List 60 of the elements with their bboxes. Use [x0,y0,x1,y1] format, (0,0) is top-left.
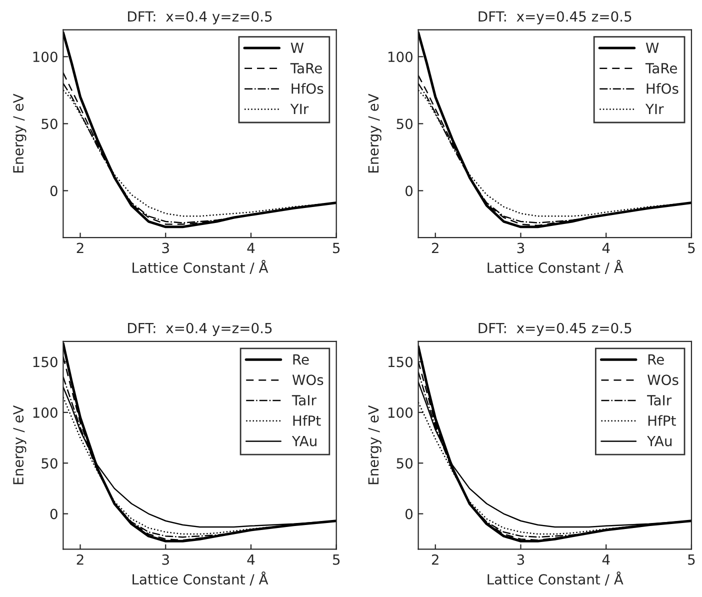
legend-label: YIr [290,104,309,114]
y-tick-label: 100 [388,407,413,418]
y-tick-label: 50 [396,118,413,130]
legend-label: HfPt [293,415,321,426]
y-tick-label: 50 [396,458,413,469]
y-axis-title: Energy / eV [368,94,382,172]
x-tick-label: 5 [333,242,340,254]
x-tick-label: 3 [517,554,524,565]
legend-label: WOs [292,374,324,386]
x-tick-label: 2 [76,554,84,565]
chart-title: DFT: x=y=0.45 z=0.5 [478,322,632,336]
y-axis-title: Energy / eV [368,405,382,484]
y-tick-label: 0 [50,186,58,196]
x-tick-label: 5 [688,554,695,565]
x-tick-label: 3 [162,554,169,565]
legend-label: YAu [292,436,316,446]
legend-label: TaRe [290,63,322,74]
x-tick-label: 2 [76,242,84,254]
y-tick-label: 150 [388,356,413,368]
y-tick-label: 50 [42,458,58,469]
x-axis-title: Lattice Constant / Å [488,260,624,274]
x-tick-label: 4 [602,554,610,565]
x-tick-label: 4 [602,242,610,254]
y-tick-label: 0 [406,508,413,520]
legend-label: W [290,42,304,53]
y-tick-label: 100 [33,52,58,62]
legend-label: TaIr [647,395,672,406]
x-axis-title: Lattice Constant / Å [132,572,268,586]
y-axis-title: Energy / eV [13,94,26,172]
x-tick-label: 2 [432,554,438,565]
legend-label: WOs [648,374,678,386]
x-tick-label: 5 [333,554,340,565]
legend-label: TaRe [645,63,677,74]
legend-label: HfOs [646,83,678,94]
y-axis-title: Energy / eV [13,405,26,484]
legend-label: HfPt [648,415,676,426]
legend-label: YAu [647,436,672,446]
y-tick-label: 100 [388,52,413,62]
legend-label: YIr [645,104,664,114]
y-tick-label: 50 [42,118,58,130]
x-tick-label: 3 [517,242,524,254]
legend-label: Re [293,354,309,365]
y-tick-label: 100 [33,407,58,418]
chart-title: DFT: x=y=0.45 z=0.5 [478,11,632,24]
x-tick-label: 4 [247,554,255,565]
legend-label: Re [648,354,664,365]
x-axis-title: Lattice Constant / Å [488,572,624,586]
x-tick-label: 5 [688,242,695,254]
x-tick-label: 3 [162,242,169,254]
legend-label: TaIr [292,395,316,406]
y-tick-label: 0 [50,508,58,520]
x-tick-label: 4 [247,242,255,254]
y-tick-label: 0 [406,186,413,196]
x-tick-label: 2 [432,242,438,254]
x-axis-title: Lattice Constant / Å [132,260,268,274]
legend-label: HfOs [292,83,324,94]
chart-title: DFT: x=0.4 y=z=0.5 [128,11,272,24]
chart-title: DFT: x=0.4 y=z=0.5 [128,322,272,336]
y-tick-label: 150 [33,356,58,368]
legend-label: W [646,42,659,53]
